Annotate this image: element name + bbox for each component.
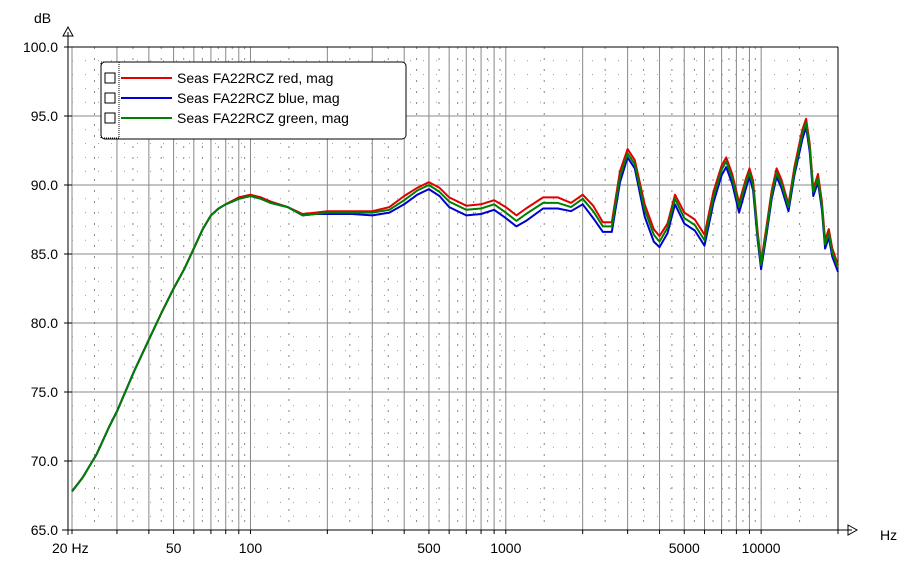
y-axis-title: dB: [34, 10, 51, 26]
x-tick-label: 20 Hz: [52, 540, 89, 556]
axes: dB Hz: [34, 10, 897, 543]
y-tick-label: 70.0: [31, 453, 58, 469]
y-tick-label: 80.0: [31, 315, 58, 331]
series-line-1: [71, 117, 839, 493]
legend-label: Seas FA22RCZ blue, mag: [177, 90, 340, 106]
legend-label: Seas FA22RCZ green, mag: [177, 110, 349, 126]
x-tick-label: 100: [239, 540, 263, 556]
legend-checkbox[interactable]: [104, 72, 116, 84]
legend: Seas FA22RCZ red, mag Seas FA22RCZ blue, …: [100, 61, 407, 140]
y-tick-label: 90.0: [31, 177, 58, 193]
tick-labels: 65.0 70.0 75.0 80.0 85.0 90.0 95.0 100.0 20 Hz 50…: [23, 39, 781, 556]
x-tick-label: 1000: [490, 540, 521, 556]
x-axis-title: Hz: [880, 527, 897, 543]
legend-checkbox[interactable]: [104, 112, 116, 124]
legend-box: [100, 61, 407, 140]
y-tick-label: 75.0: [31, 384, 58, 400]
x-tick-label: 500: [417, 540, 441, 556]
y-tick-label: 65.0: [31, 522, 58, 538]
y-tick-label: 95.0: [31, 108, 58, 124]
legend-checkbox[interactable]: [104, 92, 116, 104]
y-axis-arrow: [62, 25, 74, 37]
legend-label: Seas FA22RCZ red, mag: [177, 70, 333, 86]
y-tick-label: 100.0: [23, 39, 58, 55]
x-tick-label: 5000: [669, 540, 700, 556]
series-line-2: [71, 126, 839, 493]
x-tick-label: 50: [166, 540, 182, 556]
y-tick-label: 85.0: [31, 246, 58, 262]
series-line-3: [71, 121, 839, 493]
x-axis-arrow: [847, 524, 859, 536]
legend-checkbox-column: [100, 61, 120, 139]
x-tick-label: 10000: [742, 540, 781, 556]
series-lines: [71, 117, 839, 493]
